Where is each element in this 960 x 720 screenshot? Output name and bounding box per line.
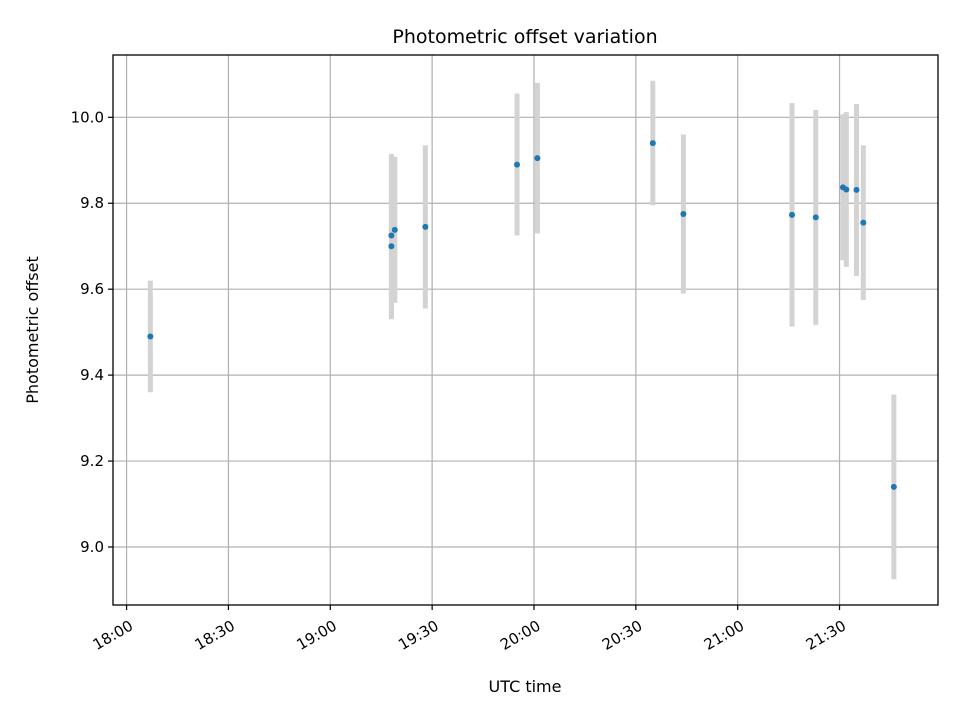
data-point xyxy=(890,483,897,490)
data-point xyxy=(843,186,850,193)
data-point xyxy=(680,210,687,217)
x-axis-label: UTC time xyxy=(489,677,562,696)
data-point xyxy=(812,214,819,221)
y-tick-label: 10.0 xyxy=(71,108,104,126)
y-axis-label: Photometric offset xyxy=(23,256,42,404)
data-point xyxy=(789,211,796,218)
data-point xyxy=(534,155,541,162)
data-point xyxy=(422,223,429,230)
grid xyxy=(113,55,938,605)
data-point xyxy=(391,226,398,233)
y-tick-label: 9.0 xyxy=(80,538,104,556)
y-tick-label: 9.6 xyxy=(80,280,104,298)
data-point xyxy=(388,243,395,250)
y-tick-label: 9.8 xyxy=(80,194,104,212)
y-tick-label: 9.2 xyxy=(80,452,104,470)
data-point xyxy=(147,333,154,340)
y-axis: 9.0 9.2 9.4 9.6 9.8 10.0 xyxy=(71,108,113,556)
data-point xyxy=(388,232,395,239)
data-point xyxy=(853,186,860,193)
plot-frame xyxy=(112,54,939,606)
chart-title: Photometric offset variation xyxy=(392,26,657,48)
data-point xyxy=(514,161,521,168)
data-points xyxy=(147,140,897,490)
y-tick-label: 9.4 xyxy=(80,366,104,384)
data-point xyxy=(860,219,867,226)
data-point xyxy=(649,140,656,147)
